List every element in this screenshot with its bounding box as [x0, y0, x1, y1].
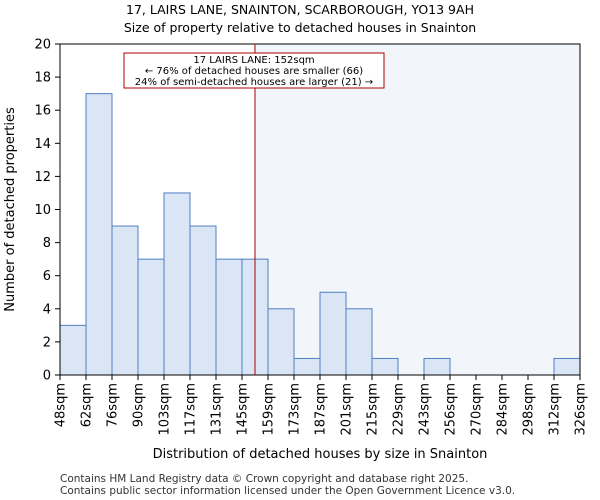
x-tick-label: 312sqm — [548, 383, 563, 436]
y-tick-label: 6 — [43, 269, 51, 284]
histogram-bar — [293, 357, 321, 376]
histogram-bar — [137, 258, 165, 376]
chart-title: 17, LAIRS LANE, SNAINTON, SCARBOROUGH, Y… — [126, 2, 474, 17]
y-tick-label: 8 — [43, 236, 51, 251]
histogram-bar — [59, 324, 87, 376]
footer-copyright: Contains HM Land Registry data © Crown c… — [60, 473, 469, 485]
x-tick-label: 201sqm — [340, 383, 355, 436]
y-tick-label: 2 — [43, 335, 51, 350]
histogram-bar — [85, 93, 113, 376]
x-tick-label: 131sqm — [210, 383, 225, 436]
histogram-bar — [371, 357, 399, 376]
histogram-bar — [423, 357, 451, 376]
x-tick-label: 215sqm — [366, 383, 381, 436]
annotation-larger: 24% of semi-detached houses are larger (… — [135, 77, 373, 88]
histogram-bar — [553, 357, 581, 376]
larger-region-highlight — [255, 44, 580, 375]
x-tick-label: 159sqm — [262, 383, 277, 436]
y-tick-label: 18 — [34, 71, 51, 86]
annotation-smaller: ← 76% of detached houses are smaller (66… — [145, 66, 363, 77]
y-tick-label: 16 — [34, 104, 51, 119]
histogram-bar — [163, 192, 191, 376]
x-tick-label: 243sqm — [418, 383, 433, 436]
x-tick-label: 173sqm — [288, 383, 303, 436]
histogram-bar — [319, 291, 347, 376]
y-tick-label: 4 — [43, 302, 51, 317]
histogram-bar — [345, 308, 373, 376]
plot-frame — [59, 43, 581, 376]
annotation-box — [123, 52, 385, 89]
x-tick-label: 187sqm — [314, 383, 329, 436]
y-tick-label: 20 — [34, 38, 51, 53]
footer-licence: Contains public sector information licen… — [60, 485, 516, 497]
y-tick-label: 10 — [34, 203, 51, 218]
x-tick-label: 117sqm — [184, 383, 199, 436]
chart-subtitle: Size of property relative to detached ho… — [123, 20, 477, 35]
x-tick-label: 229sqm — [392, 383, 407, 436]
y-tick-label: 12 — [34, 170, 51, 185]
histogram-bar — [111, 225, 139, 376]
y-tick-label: 0 — [43, 369, 51, 384]
x-tick-label: 103sqm — [158, 383, 173, 436]
x-tick-label: 62sqm — [80, 383, 95, 427]
annotation-title: 17 LAIRS LANE: 152sqm — [193, 55, 314, 66]
x-tick-label: 48sqm — [54, 383, 69, 427]
y-axis-label: Number of detached properties — [3, 107, 18, 312]
y-tick-label: 14 — [34, 137, 51, 152]
x-axis-label: Distribution of detached houses by size … — [153, 447, 488, 462]
histogram-bar — [189, 225, 217, 376]
x-tick-label: 256sqm — [444, 383, 459, 436]
x-tick-label: 90sqm — [132, 383, 147, 427]
histogram-bar — [215, 258, 243, 376]
x-tick-label: 76sqm — [106, 383, 121, 427]
x-tick-label: 326sqm — [574, 383, 589, 436]
histogram-bar — [267, 308, 295, 376]
x-tick-label: 298sqm — [522, 383, 537, 436]
x-tick-label: 145sqm — [236, 383, 251, 436]
x-tick-label: 270sqm — [470, 383, 485, 436]
x-tick-label: 284sqm — [496, 383, 511, 436]
